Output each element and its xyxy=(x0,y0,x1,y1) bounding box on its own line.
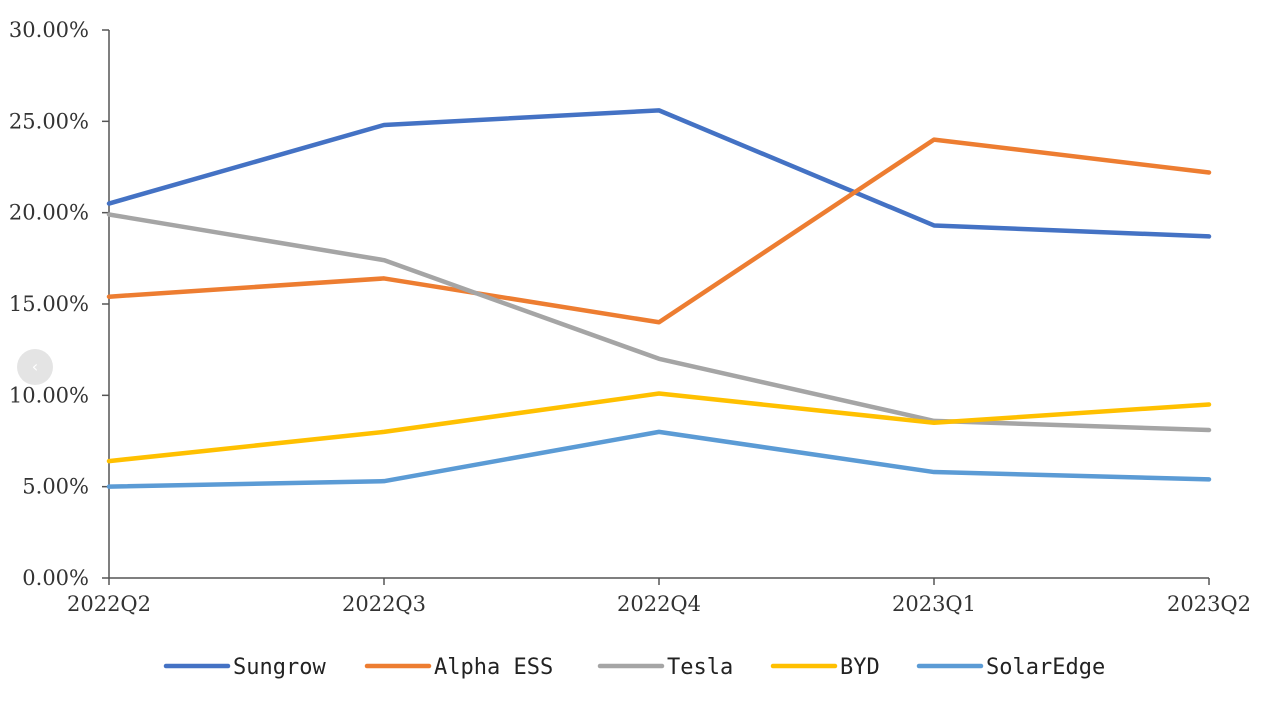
legend-label: Tesla xyxy=(667,655,733,680)
series-line-byd xyxy=(106,391,1212,464)
y-axis: 0.00% 5.00% 10.00% 15.00% 20.00% 25.00% 30.00% xyxy=(9,18,110,590)
x-tick-label: 2023Q2 xyxy=(1167,592,1251,616)
chevron-left-icon: ‹ xyxy=(31,357,39,376)
x-tick-label: 2023Q1 xyxy=(892,592,976,616)
x-tick-label: 2022Q4 xyxy=(617,592,701,616)
x-tick-label: 2022Q3 xyxy=(342,592,426,616)
y-tick-label: 0.00% xyxy=(22,566,89,590)
y-tick-label: 5.00% xyxy=(22,475,89,499)
x-tick-label: 2022Q2 xyxy=(67,592,151,616)
series-line-sungrow xyxy=(106,108,1212,239)
series-line-solaredge xyxy=(106,429,1212,489)
series-lines xyxy=(106,108,1212,489)
legend-label: BYD xyxy=(840,655,880,680)
y-tick-label: 15.00% xyxy=(9,292,89,316)
y-tick-label: 20.00% xyxy=(9,201,89,225)
legend-label: Alpha ESS xyxy=(434,655,553,680)
previous-button[interactable]: ‹ xyxy=(17,349,53,385)
legend-label: Sungrow xyxy=(233,655,326,680)
y-tick-label: 30.00% xyxy=(9,18,89,42)
legend: Sungrow Alpha ESS Tesla BYD SolarEdge xyxy=(163,655,1105,680)
x-axis: 2022Q2 2022Q3 2022Q4 2023Q1 2023Q2 xyxy=(67,577,1251,616)
series-line-tesla xyxy=(106,212,1212,433)
y-tick-label: 25.00% xyxy=(9,109,89,133)
legend-label: SolarEdge xyxy=(986,655,1105,680)
series-line-alpha-ess xyxy=(106,137,1212,325)
y-tick-label: 10.00% xyxy=(9,383,89,407)
